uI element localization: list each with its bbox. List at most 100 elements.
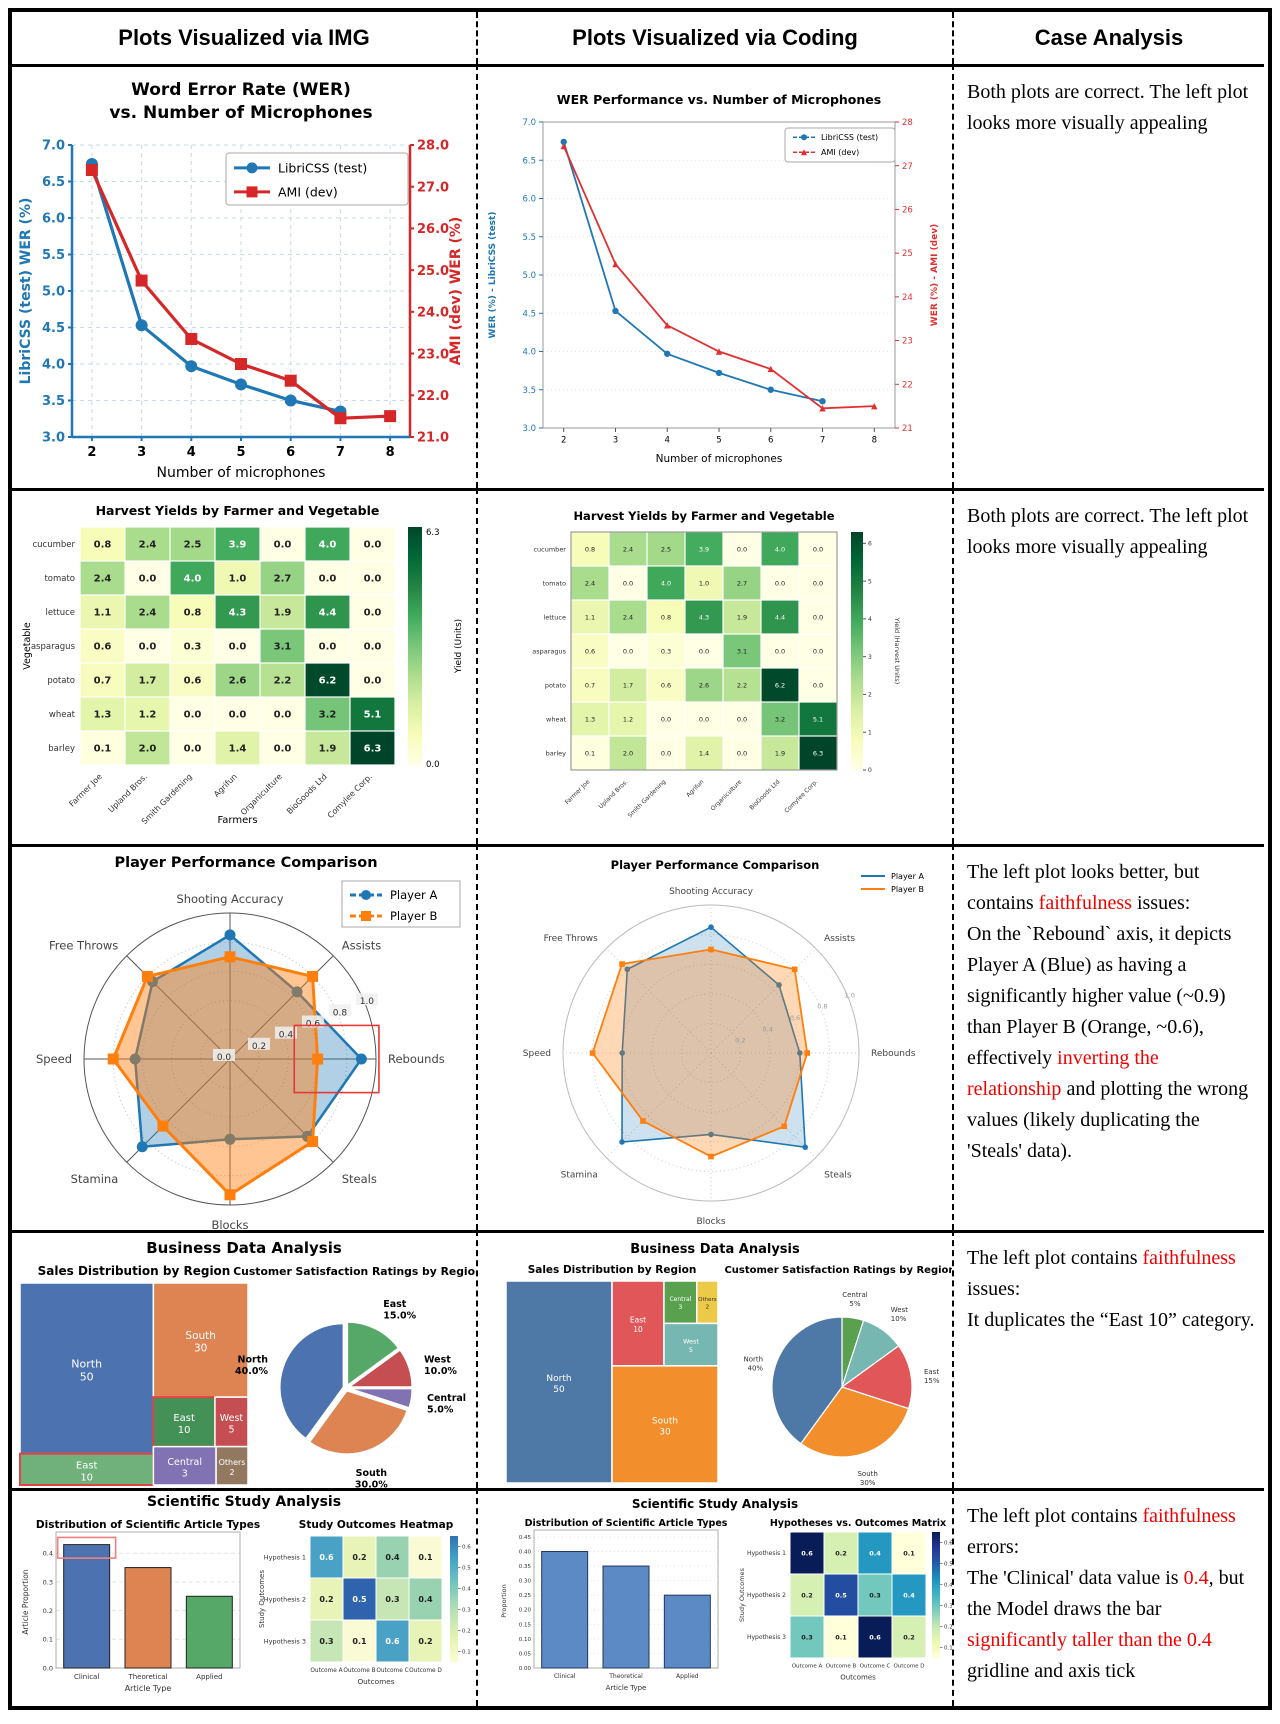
treemap-label: West [220, 1412, 244, 1423]
svg-text:0.3: 0.3 [801, 1633, 813, 1641]
col-label: Agrifun [685, 778, 705, 798]
analysis-text: errors: [967, 1536, 1020, 1558]
treemap-item-East [19, 1452, 155, 1486]
pie-pct: 15.0% [383, 1310, 416, 1321]
left-ytick: 4.5 [42, 321, 65, 336]
row-label: asparagus [532, 647, 566, 655]
svg-text:1.3: 1.3 [585, 715, 595, 723]
analysis-text: inverting the relationship [967, 1047, 1159, 1100]
bar-cat-label: Applied [196, 1673, 222, 1681]
treemap-value: 30 [659, 1427, 671, 1437]
svg-text:0: 0 [868, 767, 872, 774]
left-ytick: 4.0 [42, 357, 65, 372]
colorbar-label: Yield (Units) [454, 618, 464, 673]
svg-text:4.4: 4.4 [775, 613, 785, 621]
bar-Applied [663, 1594, 711, 1668]
treemap-value: 5 [689, 1346, 693, 1354]
xtick: 8 [386, 445, 395, 460]
pie-label: South [857, 1469, 877, 1477]
svg-text:2.4: 2.4 [94, 573, 112, 584]
analysis-text: issues: [1131, 892, 1191, 914]
svg-text:0.00: 0.00 [519, 1665, 532, 1671]
header-col-img: Plots Visualized via IMG [12, 12, 476, 64]
legend-label: LibriCSS (test) [821, 133, 878, 142]
row-label: lettuce [45, 608, 75, 618]
ylabel-right: AMI (dev) WER (%) [448, 216, 464, 365]
left-ytick: 4.5 [522, 309, 536, 319]
svg-text:2.4: 2.4 [623, 545, 633, 553]
colorbar-label: Yield (Harvest Units) [893, 616, 901, 684]
svg-text:5.1: 5.1 [813, 715, 823, 723]
xtick: 7 [336, 445, 345, 460]
svg-text:0.6: 0.6 [944, 1540, 952, 1546]
pie-slice-North [278, 1321, 345, 1440]
analysis-text: , but the Model draws the bar [967, 1567, 1245, 1620]
analysis-text: 0.4 [1183, 1567, 1209, 1589]
svg-text:0.0: 0.0 [737, 715, 747, 723]
svg-text:0.1: 0.1 [835, 1633, 847, 1641]
axis-label: Rebounds [388, 1052, 445, 1066]
pie-slice-Central [348, 1386, 414, 1409]
svg-text:0.2: 0.2 [352, 1552, 366, 1561]
heat-col-label: Outcome A [310, 1667, 342, 1673]
svg-text:1.4: 1.4 [699, 749, 709, 757]
svg-text:2: 2 [868, 691, 872, 698]
left-ytick: 3.0 [522, 424, 536, 434]
treemap-label: Central [669, 1296, 691, 1303]
heat-colorbar [450, 1535, 458, 1662]
col-label: Comylee Corp. [326, 772, 374, 820]
svg-text:0.0: 0.0 [139, 641, 157, 652]
rtick: 0.4 [763, 1025, 773, 1033]
svg-text:0.7: 0.7 [94, 675, 112, 686]
svg-text:0.10: 0.10 [519, 1636, 532, 1642]
svg-text:0.5: 0.5 [352, 1594, 367, 1603]
svg-text:0.0: 0.0 [426, 760, 440, 770]
svg-text:0.1: 0.1 [352, 1636, 367, 1645]
bar-title: Distribution of Scientific Article Types [525, 1518, 728, 1529]
rtick: 0.6 [306, 1019, 321, 1029]
svg-text:0.3: 0.3 [385, 1594, 399, 1603]
svg-text:3.9: 3.9 [229, 539, 247, 550]
treemap-label: East [173, 1412, 195, 1423]
svg-text:0.35: 0.35 [519, 1564, 532, 1570]
axis-label: Stamina [561, 1170, 598, 1180]
header-col-coding: Plots Visualized via Coding [476, 12, 952, 64]
svg-text:0.15: 0.15 [519, 1622, 532, 1628]
pie-slice-East [840, 1344, 913, 1409]
left-ytick: 6.5 [42, 175, 65, 190]
svg-text:0.8: 0.8 [94, 539, 112, 550]
heat-col-label: Outcome B [343, 1667, 375, 1673]
axis-label: Blocks [211, 1218, 248, 1230]
svg-text:0.0: 0.0 [319, 573, 337, 584]
col-label: Farmer Joe [67, 771, 104, 808]
xtick: 4 [665, 435, 670, 445]
row-label: tomato [543, 579, 566, 587]
svg-text:0.0: 0.0 [623, 647, 633, 655]
svg-text:0.3: 0.3 [319, 1636, 333, 1645]
svg-text:2.4: 2.4 [139, 607, 157, 618]
svg-text:0.6: 0.6 [585, 647, 595, 655]
col-label: Smith Gardening [627, 778, 668, 819]
r2-code: Harvest Yields by Farmer and Vegetable 0.… [532, 509, 901, 819]
svg-text:5: 5 [868, 578, 872, 585]
col-label: Organiculture [239, 771, 284, 816]
svg-text:0.4: 0.4 [462, 1586, 471, 1592]
svg-text:4.0: 4.0 [184, 573, 202, 584]
treemap-item-North [505, 1279, 613, 1484]
analysis-text: It duplicates the “East 10” category. [967, 1309, 1255, 1331]
bar-xlabel: Article Type [125, 1684, 172, 1693]
treemap-value: 5 [228, 1424, 234, 1435]
row-label: cucumber [533, 545, 566, 553]
svg-text:0.2: 0.2 [418, 1636, 432, 1645]
left-ytick: 6.0 [42, 211, 65, 226]
heat-xlabel: Outcomes [840, 1673, 876, 1681]
right-ytick: 26.0 [417, 222, 449, 237]
svg-text:1.9: 1.9 [737, 613, 747, 621]
analysis-text: faithfulness [1142, 1505, 1236, 1527]
legend-label: Player B [891, 884, 924, 893]
rebounds-highlight-box [293, 1024, 380, 1093]
svg-text:4.3: 4.3 [699, 613, 709, 621]
svg-text:0.0: 0.0 [229, 709, 247, 720]
right-ytick: 22 [902, 380, 913, 390]
row2-img-plot: Harvest Yields by Farmer and Vegetable 0.… [12, 488, 476, 844]
